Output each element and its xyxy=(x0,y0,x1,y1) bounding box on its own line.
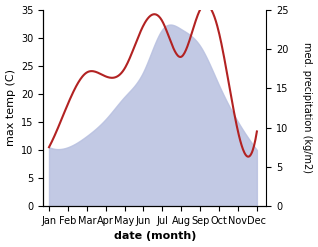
Y-axis label: max temp (C): max temp (C) xyxy=(5,69,16,146)
Y-axis label: med. precipitation (kg/m2): med. precipitation (kg/m2) xyxy=(302,42,313,173)
X-axis label: date (month): date (month) xyxy=(114,231,196,242)
